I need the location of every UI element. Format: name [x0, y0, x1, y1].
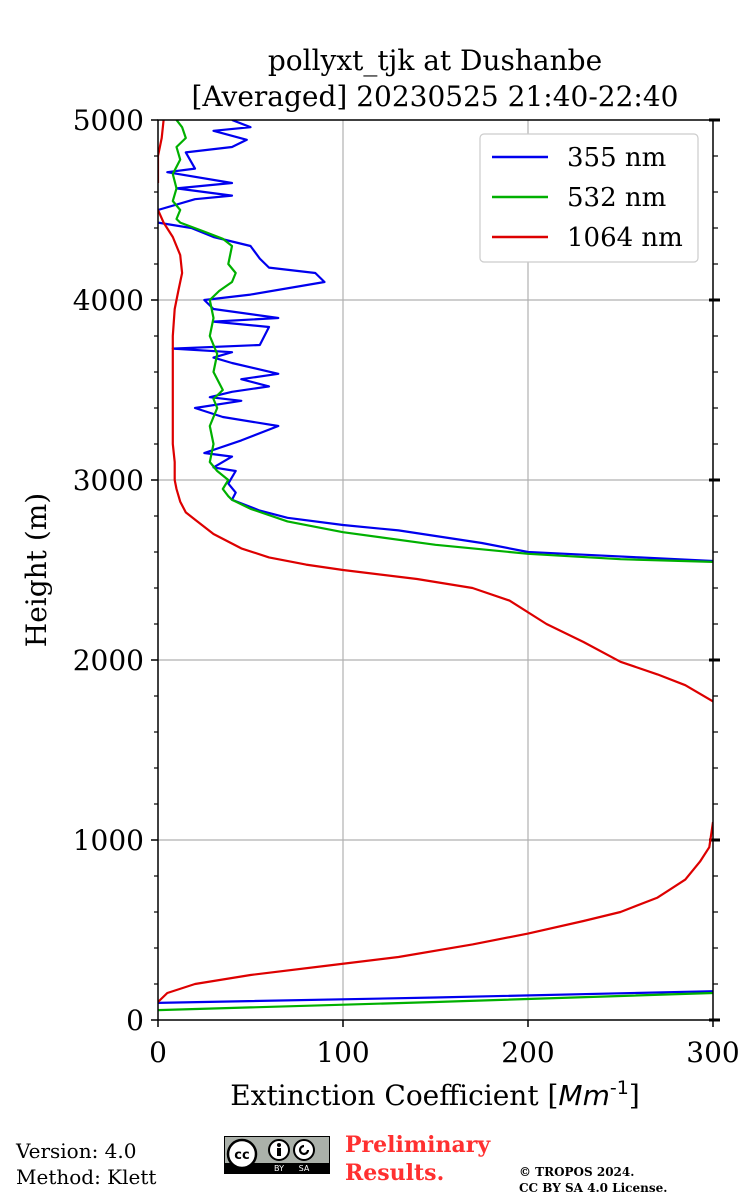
preliminary-line-1: Preliminary [345, 1132, 491, 1158]
grid [158, 120, 713, 1020]
x-axis-label-close: ] [629, 1079, 640, 1112]
preliminary-line-2: Results. [345, 1160, 445, 1186]
version-text: Version: 4.0 [16, 1139, 137, 1163]
x-axis-unit: Mm [558, 1079, 609, 1112]
x-tick-label: 200 [501, 1036, 554, 1069]
series-line-355-nm [158, 120, 713, 1004]
cc-by-sa-license-badge: cc BY SA [224, 1136, 330, 1174]
copyright-line-1: © TROPOS 2024. [519, 1165, 635, 1179]
y-tick-label: 2000 [73, 644, 144, 677]
share-alike-icon [293, 1139, 315, 1161]
preliminary-results-notice: Preliminary Results. [345, 1131, 490, 1187]
legend-label: 532 nm [567, 183, 666, 213]
x-axis-label-text: Extinction Coefficient [ [230, 1079, 558, 1112]
x-tick-label: 0 [149, 1036, 167, 1069]
series-lines [158, 120, 713, 1012]
y-tick-label: 3000 [73, 464, 144, 497]
series-line-532-nm [158, 120, 713, 1012]
legend-box [479, 133, 699, 263]
sa-label: SA [299, 1164, 310, 1173]
legend-label: 355 nm [567, 143, 666, 173]
y-tick-label: 4000 [73, 284, 144, 317]
plot-frame [157, 119, 714, 1021]
chart-title: pollyxt_tjk at Dushanbe [268, 44, 602, 77]
version-method-info: Version: 4.0 Method: Klett [16, 1138, 156, 1190]
y-tick-label: 5000 [73, 104, 144, 137]
legend: 355 nm 532 nm 1064 nm [479, 133, 699, 263]
series-line-1064-nm [158, 120, 713, 1003]
y-tick-label: 0 [126, 1004, 144, 1037]
x-tick-label: 100 [316, 1036, 369, 1069]
x-axis-label: Extinction Coefficient [Mm-1] [230, 1077, 640, 1112]
copyright-notice: © TROPOS 2024. CC BY SA 4.0 License. [519, 1164, 667, 1196]
x-tick-label: 300 [686, 1036, 739, 1069]
cc-icon-text: cc [234, 1148, 249, 1163]
extinction-profile-chart: pollyxt_tjk at Dushanbe [Averaged] 20230… [20, 44, 740, 1112]
minor-ticks [154, 155, 718, 985]
by-label: BY [274, 1164, 284, 1173]
cc-icon [226, 1138, 258, 1170]
y-tick-label: 1000 [73, 824, 144, 857]
method-text: Method: Klett [16, 1165, 157, 1189]
copyright-line-2: CC BY SA 4.0 License. [519, 1181, 668, 1195]
y-axis-label: Height (m) [20, 493, 53, 647]
x-axis-unit-exponent: -1 [610, 1077, 629, 1099]
chart-subtitle: [Averaged] 20230525 21:40-22:40 [192, 80, 679, 113]
legend-label: 1064 nm [567, 223, 683, 253]
